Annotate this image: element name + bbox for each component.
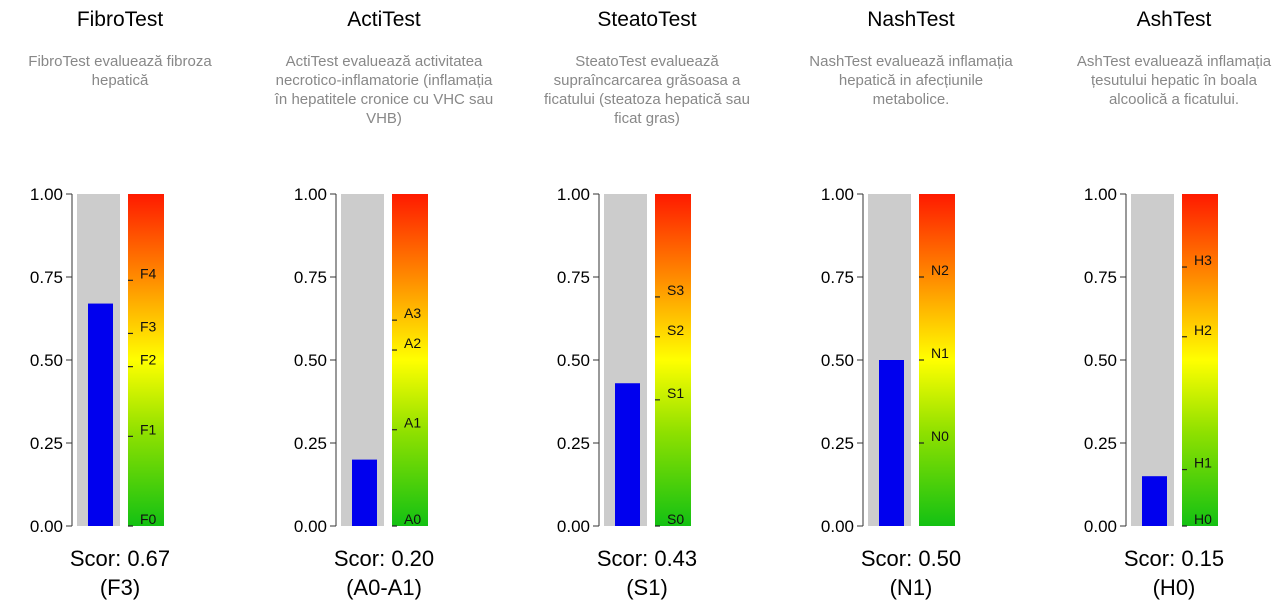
stage-label: F3 (140, 318, 157, 334)
stage-label: F4 (140, 265, 157, 281)
score-value: 0.50 (918, 546, 962, 571)
y-tick-label: 0.25 (557, 434, 590, 453)
y-tick-label: 0.00 (30, 517, 63, 536)
stage-label: S0 (667, 511, 684, 527)
stage-gradient-column (392, 194, 428, 526)
y-tick-label: 0.75 (294, 268, 327, 287)
score-stage: (H0) (1152, 575, 1196, 600)
actitest-panel: ActiTest ActiTest evaluează activitatea … (264, 0, 504, 603)
y-tick-label: 0.25 (30, 434, 63, 453)
y-tick-label: 1.00 (1084, 185, 1117, 204)
stage-label: F1 (140, 421, 157, 437)
stage-label: S3 (667, 282, 684, 298)
score-readout: Scor: 0.15 (H0) (1054, 544, 1272, 602)
stage-gradient-column (1182, 194, 1218, 526)
y-tick-label: 0.00 (557, 517, 590, 536)
y-tick-label: 0.00 (821, 517, 854, 536)
y-tick-label: 0.00 (1084, 517, 1117, 536)
nashtest-panel: NashTest NashTest evaluează inflamația h… (791, 0, 1031, 603)
stage-label: H0 (1194, 511, 1212, 527)
y-tick-label: 0.25 (294, 434, 327, 453)
y-tick-label: 0.75 (557, 268, 590, 287)
score-stage: (F3) (99, 575, 141, 600)
score-label: Scor: (1123, 546, 1176, 571)
stage-label: N1 (931, 345, 949, 361)
stage-label: A1 (404, 415, 421, 431)
ashtest-panel: AshTest AshTest evaluează inflamația țes… (1054, 0, 1272, 603)
stage-label: N0 (931, 428, 949, 444)
fibrotest-chart: 0.00 0.25 0.50 0.75 1.00 F0 F1 F2 F3 F4 (30, 185, 164, 536)
chart-title: ActiTest (347, 8, 421, 31)
y-tick-label: 0.75 (821, 268, 854, 287)
stage-label: H1 (1194, 455, 1212, 471)
stage-gradient-column (128, 194, 164, 526)
score-bar (88, 303, 113, 526)
chart-title: SteatoTest (597, 8, 697, 31)
y-tick-label: 1.00 (821, 185, 854, 204)
score-stage: (N1) (889, 575, 933, 600)
chart-description: SteatoTest evaluează supraîncarcarea gră… (544, 53, 750, 127)
y-tick-label: 0.50 (294, 351, 327, 370)
y-tick-label: 0.00 (294, 517, 327, 536)
y-tick-label: 0.25 (1084, 434, 1117, 453)
y-tick-label: 0.25 (821, 434, 854, 453)
nashtest-chart: 0.00 0.25 0.50 0.75 1.00 N0 N1 N2 (821, 185, 955, 536)
chart-description: AshTest evaluează inflamația țesutului h… (1076, 53, 1272, 108)
stage-label: A0 (404, 511, 421, 527)
chart-description: ActiTest evaluează activitatea necrotico… (274, 53, 494, 127)
score-value: 0.15 (1181, 546, 1225, 571)
bar-background (1131, 194, 1174, 526)
score-label: Scor: (596, 546, 649, 571)
chart-title: NashTest (867, 8, 955, 31)
score-bar (879, 360, 904, 526)
score-bar (352, 459, 377, 526)
score-bar (615, 383, 640, 526)
score-readout: Scor: 0.67 (F3) (0, 544, 240, 602)
score-bar (1142, 476, 1167, 526)
chart-description: FibroTest evaluează fibroza hepatică (28, 53, 212, 89)
steatotest-chart: 0.00 0.25 0.50 0.75 1.00 S0 S1 S2 S3 (557, 185, 691, 536)
stage-label: H2 (1194, 322, 1212, 338)
stage-label: S2 (667, 322, 684, 338)
y-tick-label: 0.75 (30, 268, 63, 287)
chart-title: FibroTest (76, 8, 164, 31)
fibrotest-panel: FibroTest FibroTest evaluează fibroza he… (0, 0, 240, 603)
y-tick-label: 0.50 (30, 351, 63, 370)
y-tick-label: 0.50 (557, 351, 590, 370)
score-readout: Scor: 0.43 (S1) (527, 544, 767, 602)
actitest-chart: 0.00 0.25 0.50 0.75 1.00 A0 A1 A2 A3 (294, 185, 428, 536)
chart-title: AshTest (1136, 8, 1212, 31)
score-value: 0.67 (127, 546, 171, 571)
y-tick-label: 0.50 (821, 351, 854, 370)
score-value: 0.43 (654, 546, 698, 571)
stage-label: A2 (404, 335, 421, 351)
stage-label: N2 (931, 262, 949, 278)
ashtest-chart: 0.00 0.25 0.50 0.75 1.00 H0 H1 H2 H3 (1084, 185, 1218, 536)
stage-label: F0 (140, 511, 157, 527)
stage-label: F2 (140, 352, 157, 368)
score-readout: Scor: 0.50 (N1) (791, 544, 1031, 602)
stage-label: S1 (667, 385, 684, 401)
chart-description: NashTest evaluează inflamația hepatică i… (809, 53, 1013, 108)
stage-label: A3 (404, 305, 421, 321)
y-tick-label: 0.50 (1084, 351, 1117, 370)
y-tick-label: 1.00 (30, 185, 63, 204)
score-readout: Scor: 0.20 (A0-A1) (264, 544, 504, 602)
y-tick-label: 1.00 (294, 185, 327, 204)
score-label: Scor: (860, 546, 913, 571)
stage-gradient-column (655, 194, 691, 526)
y-tick-label: 1.00 (557, 185, 590, 204)
stage-gradient-column (919, 194, 955, 526)
score-stage: (S1) (626, 575, 668, 600)
steatotest-panel: SteatoTest SteatoTest evaluează supraînc… (527, 0, 767, 603)
stage-label: H3 (1194, 252, 1212, 268)
score-label: Scor: (333, 546, 386, 571)
score-label: Scor: (69, 546, 122, 571)
score-stage: (A0-A1) (346, 575, 422, 600)
y-tick-label: 0.75 (1084, 268, 1117, 287)
score-value: 0.20 (391, 546, 435, 571)
